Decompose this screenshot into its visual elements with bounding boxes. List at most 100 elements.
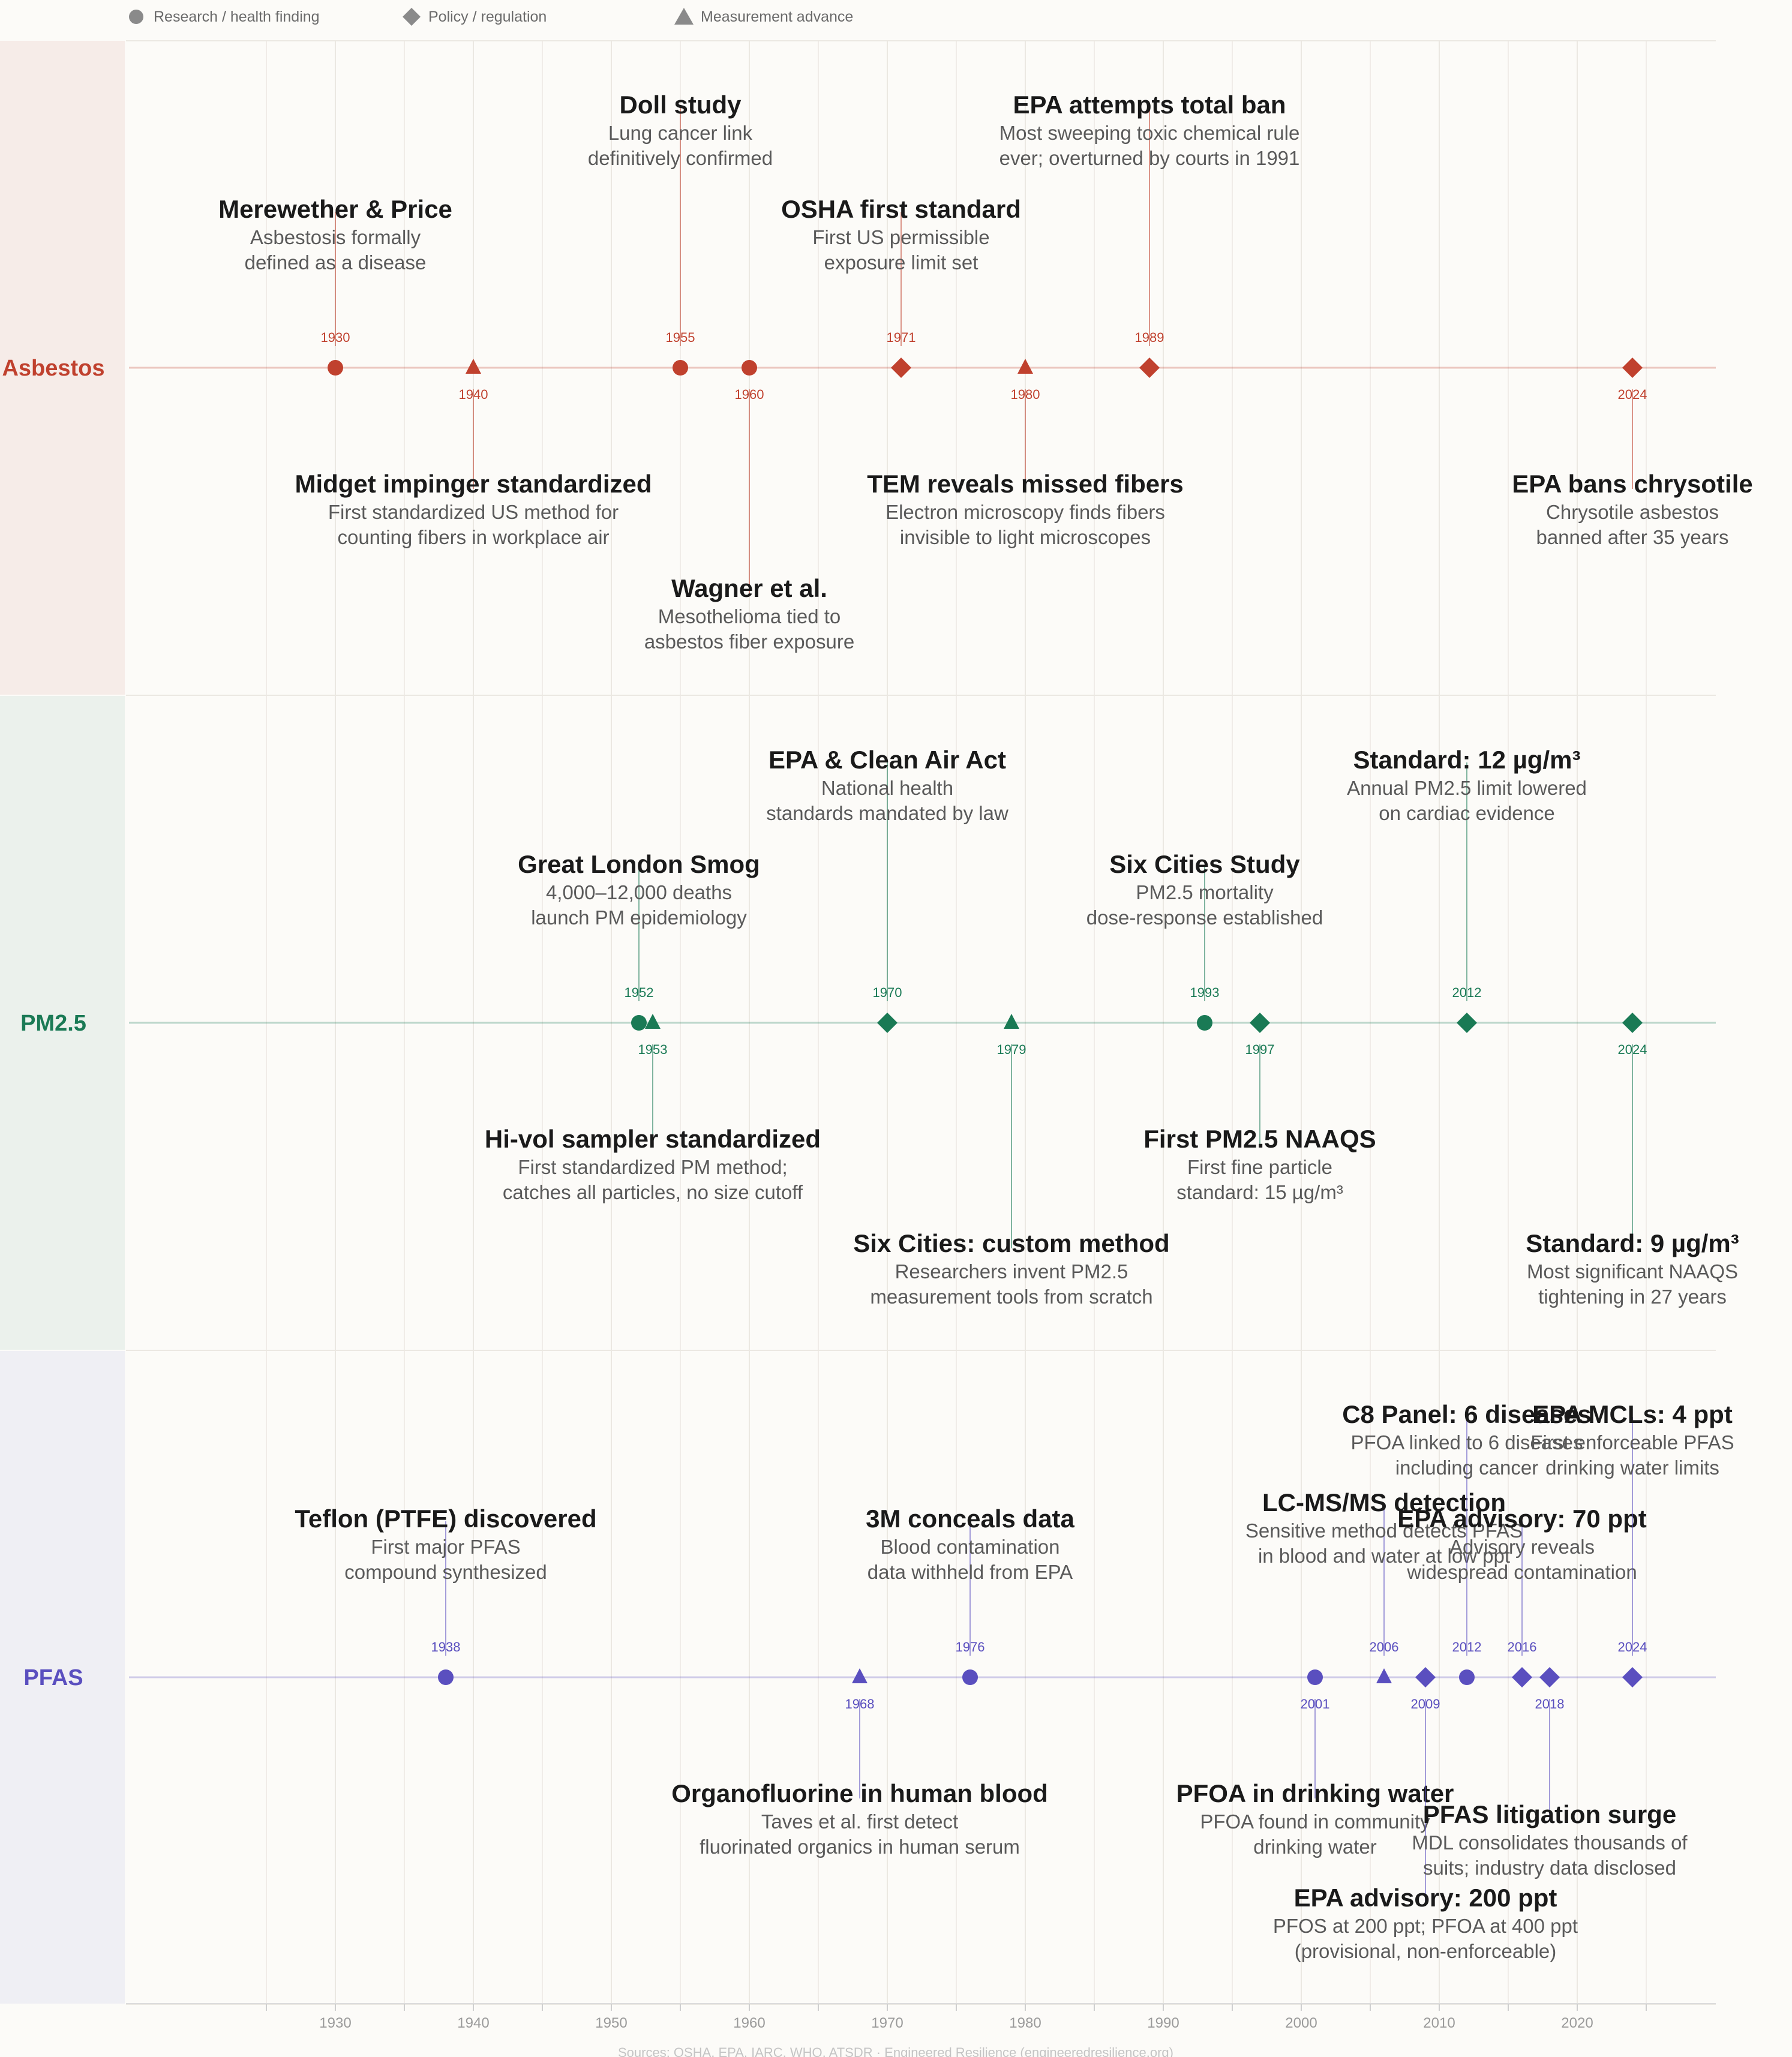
event-marker-measurement: [1017, 359, 1033, 374]
event: 2009 EPA advisory: 200 ppt PFOS at 200 ppt…: [1273, 1667, 1578, 1962]
event-marker-measurement: [1004, 1014, 1019, 1029]
event-marker-research: [673, 360, 688, 376]
event-year-label: 2018: [1535, 1696, 1565, 1711]
event-title: OSHA first standard: [781, 195, 1021, 223]
event-description-line: tightening in 27 years: [1538, 1286, 1727, 1308]
event-marker-research: [1307, 1669, 1323, 1685]
event-title: EPA bans chrysotile: [1512, 470, 1752, 498]
event-description-line: First major PFAS: [371, 1536, 520, 1558]
axis-tick-label: 2000: [1285, 2015, 1317, 2031]
event-description-line: Lung cancer link: [608, 122, 753, 144]
event-title: Wagner et al.: [671, 574, 827, 602]
event-year-label: 1971: [887, 330, 916, 345]
event-year-label: 2006: [1370, 1639, 1399, 1654]
event-marker-policy: [1622, 1013, 1643, 1033]
axis-tick-label: 2020: [1561, 2015, 1593, 2031]
event-description-line: widespread contamination: [1406, 1561, 1637, 1583]
event-year-label: 1930: [321, 330, 350, 345]
event: 2024 EPA bans chrysotile Chrysotile asbest…: [1512, 358, 1753, 548]
event-description-line: asbestos fiber exposure: [644, 630, 854, 653]
event: 1989 EPA attempts total ban Most sweeping …: [999, 91, 1300, 378]
event-description-line: data withheld from EPA: [868, 1561, 1073, 1583]
axis-tick-label: 1950: [595, 2015, 627, 2031]
event-title: PFAS litigation surge: [1423, 1800, 1676, 1828]
event-title: Doll study: [619, 91, 742, 119]
event: 1980 TEM reveals missed fibers Electron mi…: [867, 359, 1184, 548]
event-description-line: Mesothelioma tied to: [658, 605, 841, 627]
event: 1953 Hi-vol sampler standardized First sta…: [485, 1014, 821, 1203]
event-title: EPA MCLs: 4 ppt: [1532, 1400, 1733, 1428]
year-gridlines: [266, 41, 1647, 2004]
event-marker-policy: [1415, 1667, 1436, 1687]
event-year-label: 1938: [431, 1639, 461, 1654]
event-marker-research: [1197, 1015, 1212, 1031]
event-title: PFOA in drinking water: [1176, 1779, 1454, 1807]
event-title: EPA advisory: 200 ppt: [1294, 1884, 1557, 1912]
event-description-line: drinking water: [1253, 1836, 1376, 1858]
legend-research-icon: [129, 10, 143, 24]
event-marker-research: [631, 1015, 647, 1031]
event-description-line: Sensitive method detects PFAS: [1245, 1520, 1523, 1542]
event-description-line: Asbestosis formally: [250, 226, 421, 248]
footer-sources: Sources: OSHA, EPA, IARC, WHO, ATSDR · E…: [618, 2045, 1173, 2057]
event-description-line: 4,000–12,000 deaths: [546, 881, 732, 903]
lane-band-2: [0, 1351, 125, 2004]
event-description-line: defined as a disease: [245, 251, 427, 274]
axis-tick-label: 1930: [319, 2015, 351, 2031]
event-description-line: launch PM epidemiology: [531, 906, 747, 929]
event-year-label: 2016: [1508, 1639, 1537, 1654]
event-title: Great London Smog: [518, 850, 760, 878]
event-description-line: National health: [821, 777, 953, 799]
axis-tick-label: 1940: [457, 2015, 489, 2031]
event-description-line: standards mandated by law: [766, 802, 1008, 824]
lane-asbestos: Asbestos 1930 Merewether & Price Asbestosis…: [2, 91, 1752, 653]
year-axis: 1930 1940 1950 1960 1970 1980 1990 2000 2010 2020: [126, 2003, 1716, 2031]
event-description-line: PM2.5 mortality: [1136, 881, 1274, 903]
event-description-line: Advisory reveals: [1449, 1536, 1595, 1558]
lane-band-1: [0, 696, 125, 1350]
event-year-label: 1960: [735, 387, 764, 402]
event-description-line: MDL consolidates thousands of: [1412, 1831, 1688, 1854]
axis-tick-label: 1970: [871, 2015, 903, 2031]
event-description-line: First fine particle: [1187, 1156, 1332, 1178]
event-description-line: Most significant NAAQS: [1527, 1260, 1738, 1283]
event-marker-policy: [1622, 358, 1643, 378]
event-title: First PM2.5 NAAQS: [1143, 1125, 1376, 1153]
event-year-label: 1940: [459, 387, 488, 402]
event-title: Six Cities Study: [1109, 850, 1300, 878]
event: 1993 Six Cities Study PM2.5 mortality dose-…: [1086, 850, 1323, 1031]
event-year-label: 1955: [666, 330, 695, 345]
lane-pm25: PM2.5 1952 Great London Smog 4,000–12,000 d…: [20, 746, 1739, 1308]
event-description-line: First standardized PM method;: [518, 1156, 787, 1178]
event-description-line: measurement tools from scratch: [870, 1286, 1152, 1308]
event-title: Midget impinger standardized: [295, 470, 652, 498]
event-description-line: Most sweeping toxic chemical rule: [999, 122, 1300, 144]
event-description-line: First standardized US method for: [328, 501, 619, 523]
event-year-label: 1970: [873, 985, 902, 1000]
event-title: Hi-vol sampler standardized: [485, 1125, 821, 1153]
event-title: C8 Panel: 6 diseases: [1342, 1400, 1592, 1428]
event-marker-measurement: [852, 1668, 868, 1683]
event: 1955 Doll study Lung cancer link definitive…: [588, 91, 773, 376]
event-description-line: banned after 35 years: [1536, 526, 1728, 548]
event-marker-measurement: [645, 1014, 661, 1029]
event-description-line: PFOA linked to 6 diseases: [1350, 1431, 1583, 1454]
event-description-line: definitively confirmed: [588, 147, 773, 169]
event-title: TEM reveals missed fibers: [867, 470, 1184, 498]
event: 1968 Organofluorine in human blood Taves e…: [671, 1668, 1048, 1858]
event: 1970 EPA & Clean Air Act National health st…: [766, 746, 1008, 1033]
legend: Research / health finding Policy / regul…: [129, 8, 853, 26]
event-title: Standard: 9 µg/m³: [1526, 1229, 1739, 1257]
event-description-line: compound synthesized: [344, 1561, 547, 1583]
legend-policy-icon: [403, 8, 421, 26]
event-year-label: 1952: [625, 985, 654, 1000]
lane-label: PM2.5: [20, 1011, 86, 1036]
event-year-label: 1980: [1011, 387, 1040, 402]
event-marker-measurement: [466, 359, 481, 374]
event-description-line: First US permissible: [812, 226, 989, 248]
event: 2001 PFOA in drinking water PFOA found in …: [1176, 1669, 1454, 1858]
event-marker-policy: [1139, 358, 1160, 378]
event-marker-policy: [1250, 1013, 1270, 1033]
lanes: Asbestos 1930 Merewether & Price Asbestosis…: [2, 91, 1752, 1962]
event-year-label: 2001: [1301, 1696, 1330, 1711]
